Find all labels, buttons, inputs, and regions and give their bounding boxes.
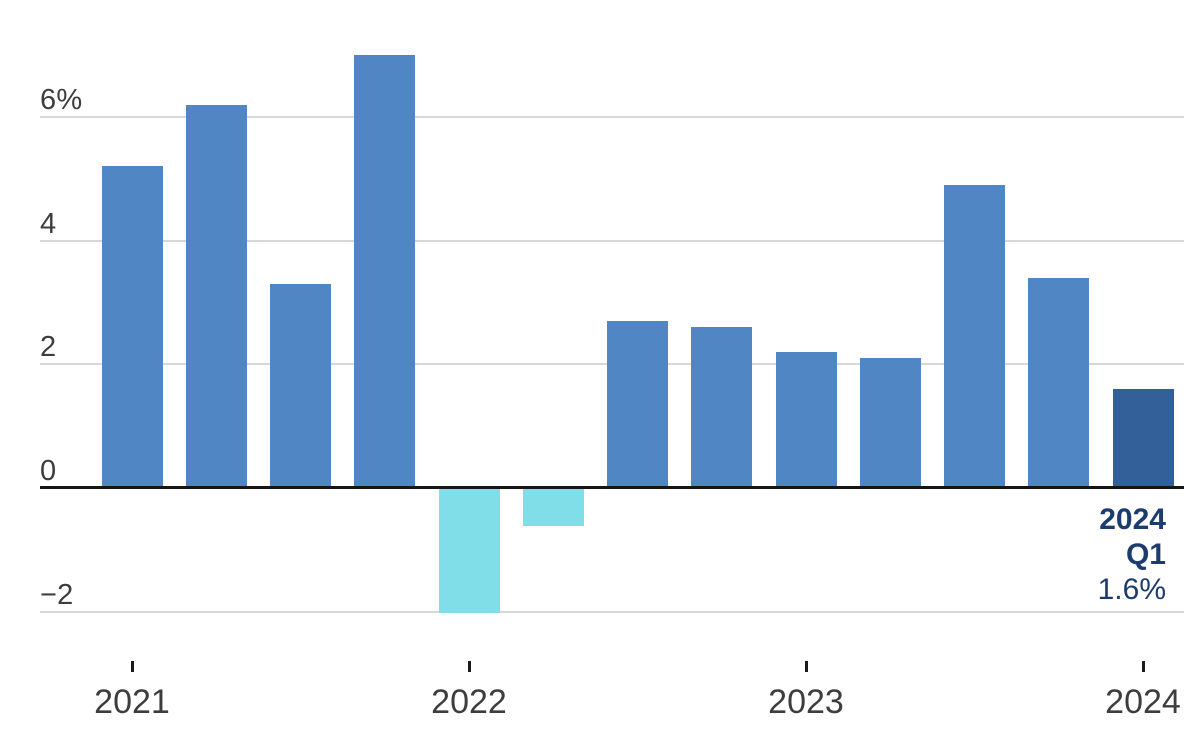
bar-2023-q1 [775, 351, 837, 488]
bar-2021-q4 [354, 55, 416, 488]
bar-2023-q3 [944, 184, 1005, 488]
bar-2021-q3 [270, 283, 331, 488]
x-axis-tick [467, 661, 471, 672]
x-axis-tick [130, 661, 134, 672]
x-axis-tick [1141, 661, 1145, 672]
y-axis-label: 2 [40, 331, 57, 364]
annotation-value: 1.6% [1097, 573, 1166, 606]
zero-baseline [40, 485, 1184, 489]
annotation-quarter: Q1 [1125, 538, 1166, 571]
bar-2022-q4 [691, 327, 753, 488]
bar-2022-q2 [522, 488, 584, 527]
y-axis-label: 6% [40, 83, 83, 116]
bar-2024-q1 [1112, 389, 1174, 488]
gridline [40, 610, 1184, 613]
y-axis-label: 4 [40, 207, 57, 240]
bar-2022-q3 [607, 321, 668, 488]
latest-value-annotation: 2024 Q1 1.6% [1098, 502, 1166, 607]
bar-2022-q1 [438, 488, 500, 613]
x-axis-label-2021: 2021 [94, 683, 170, 721]
x-axis-label-2022: 2022 [431, 683, 507, 721]
gridline [40, 115, 1184, 118]
y-axis-label: −2 [40, 578, 74, 611]
x-axis-label-2024: 2024 [1105, 683, 1181, 721]
gridline [40, 239, 1184, 242]
annotation-year: 2024 [1099, 503, 1166, 536]
bar-2023-q2 [859, 358, 921, 488]
bar-2021-q1 [101, 166, 163, 488]
y-axis-label: 0 [40, 455, 57, 487]
bar-2021-q2 [185, 104, 247, 488]
x-axis-label-2023: 2023 [768, 683, 844, 721]
x-axis-tick [804, 661, 808, 672]
bar-2023-q4 [1028, 277, 1090, 488]
